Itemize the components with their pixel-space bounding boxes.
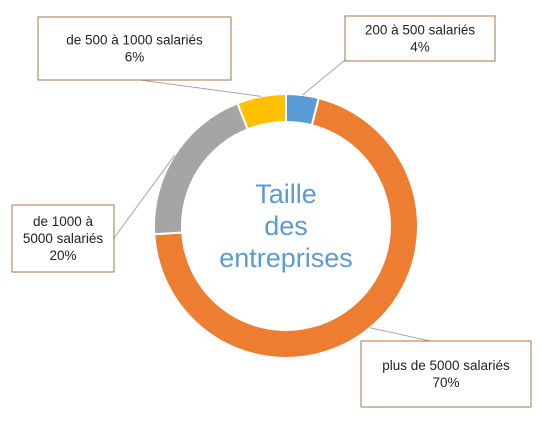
slice-value-label: 4% (410, 40, 430, 55)
slice-name-label: 200 à 500 salariés (365, 23, 476, 38)
slice-value-label: 6% (125, 50, 145, 65)
data-label-4: de 500 à 1000 salariés 6% (37, 16, 232, 81)
data-label-2: plus de 5000 salariés 70% (360, 340, 532, 408)
leader-line-4 (139, 79, 262, 97)
slice-name-label: 5000 salariés (23, 231, 104, 246)
slice-value-label: 20% (49, 248, 76, 263)
label-box (360, 340, 532, 408)
slice-name-label: plus de 5000 salariés (382, 358, 510, 373)
center-label-line-3: entreprises (219, 243, 353, 273)
slice-value-label: 70% (432, 375, 459, 390)
label-box (344, 15, 496, 62)
label-box (11, 204, 115, 273)
slice-2 (153, 96, 419, 359)
leader-lines (113, 59, 431, 342)
slice-4 (236, 92, 287, 131)
slice-name-label: de 500 à 1000 salariés (66, 33, 203, 48)
label-box (37, 16, 232, 81)
data-label-3: de 1000 à 5000 salariés 20% (11, 204, 115, 273)
leader-line-2 (370, 327, 431, 342)
slice-name-label: de 1000 à (33, 214, 94, 229)
center-label-line-2: des (264, 211, 308, 241)
center-label-line-1: Taille (255, 179, 317, 209)
leader-line-1 (302, 59, 346, 96)
slice-3 (153, 101, 250, 236)
data-label-1: 200 à 500 salariés 4% (344, 15, 496, 62)
data-labels: 200 à 500 salariés 4% plus de 5000 salarié… (11, 15, 532, 408)
leader-line-3 (113, 154, 175, 239)
chart-slices (153, 92, 419, 359)
